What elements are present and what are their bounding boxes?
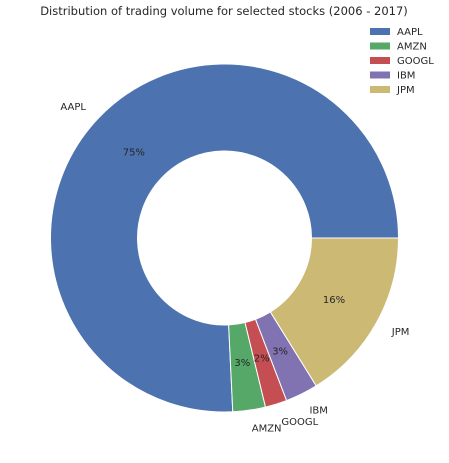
legend-swatch-aapl bbox=[370, 28, 390, 35]
pct-amzn: 3% bbox=[234, 358, 250, 369]
slices-group bbox=[50, 63, 400, 413]
legend: AAPL AMZN GOOGL IBM JPM bbox=[370, 27, 434, 96]
legend-label-aapl: AAPL bbox=[397, 27, 423, 38]
label-jpm: JPM bbox=[391, 327, 410, 338]
legend-swatch-amzn bbox=[370, 42, 390, 50]
label-amzn: AMZN bbox=[252, 423, 282, 434]
label-aapl: AAPL bbox=[60, 102, 86, 113]
legend-swatch-jpm bbox=[370, 86, 390, 93]
legend-label-jpm: JPM bbox=[396, 85, 415, 96]
label-googl: GOOGL bbox=[281, 417, 318, 428]
legend-label-ibm: IBM bbox=[397, 71, 415, 82]
legend-swatch-googl bbox=[370, 57, 390, 64]
legend-label-amzn: AMZN bbox=[397, 42, 427, 53]
pct-googl: 2% bbox=[254, 354, 270, 365]
percent-labels-group: 75%3% 2%3%16% bbox=[123, 148, 345, 369]
legend-swatch-ibm bbox=[370, 71, 390, 79]
pct-aapl: 75% bbox=[123, 148, 145, 159]
pct-ibm: 3% bbox=[272, 346, 288, 357]
slice-aapl bbox=[50, 63, 400, 413]
slice-jpm bbox=[269, 237, 400, 387]
pct-jpm: 16% bbox=[323, 295, 345, 306]
legend-label-googl: GOOGL bbox=[397, 56, 434, 67]
chart-title: Distribution of trading volume for selec… bbox=[40, 4, 408, 18]
label-ibm: IBM bbox=[309, 405, 327, 416]
